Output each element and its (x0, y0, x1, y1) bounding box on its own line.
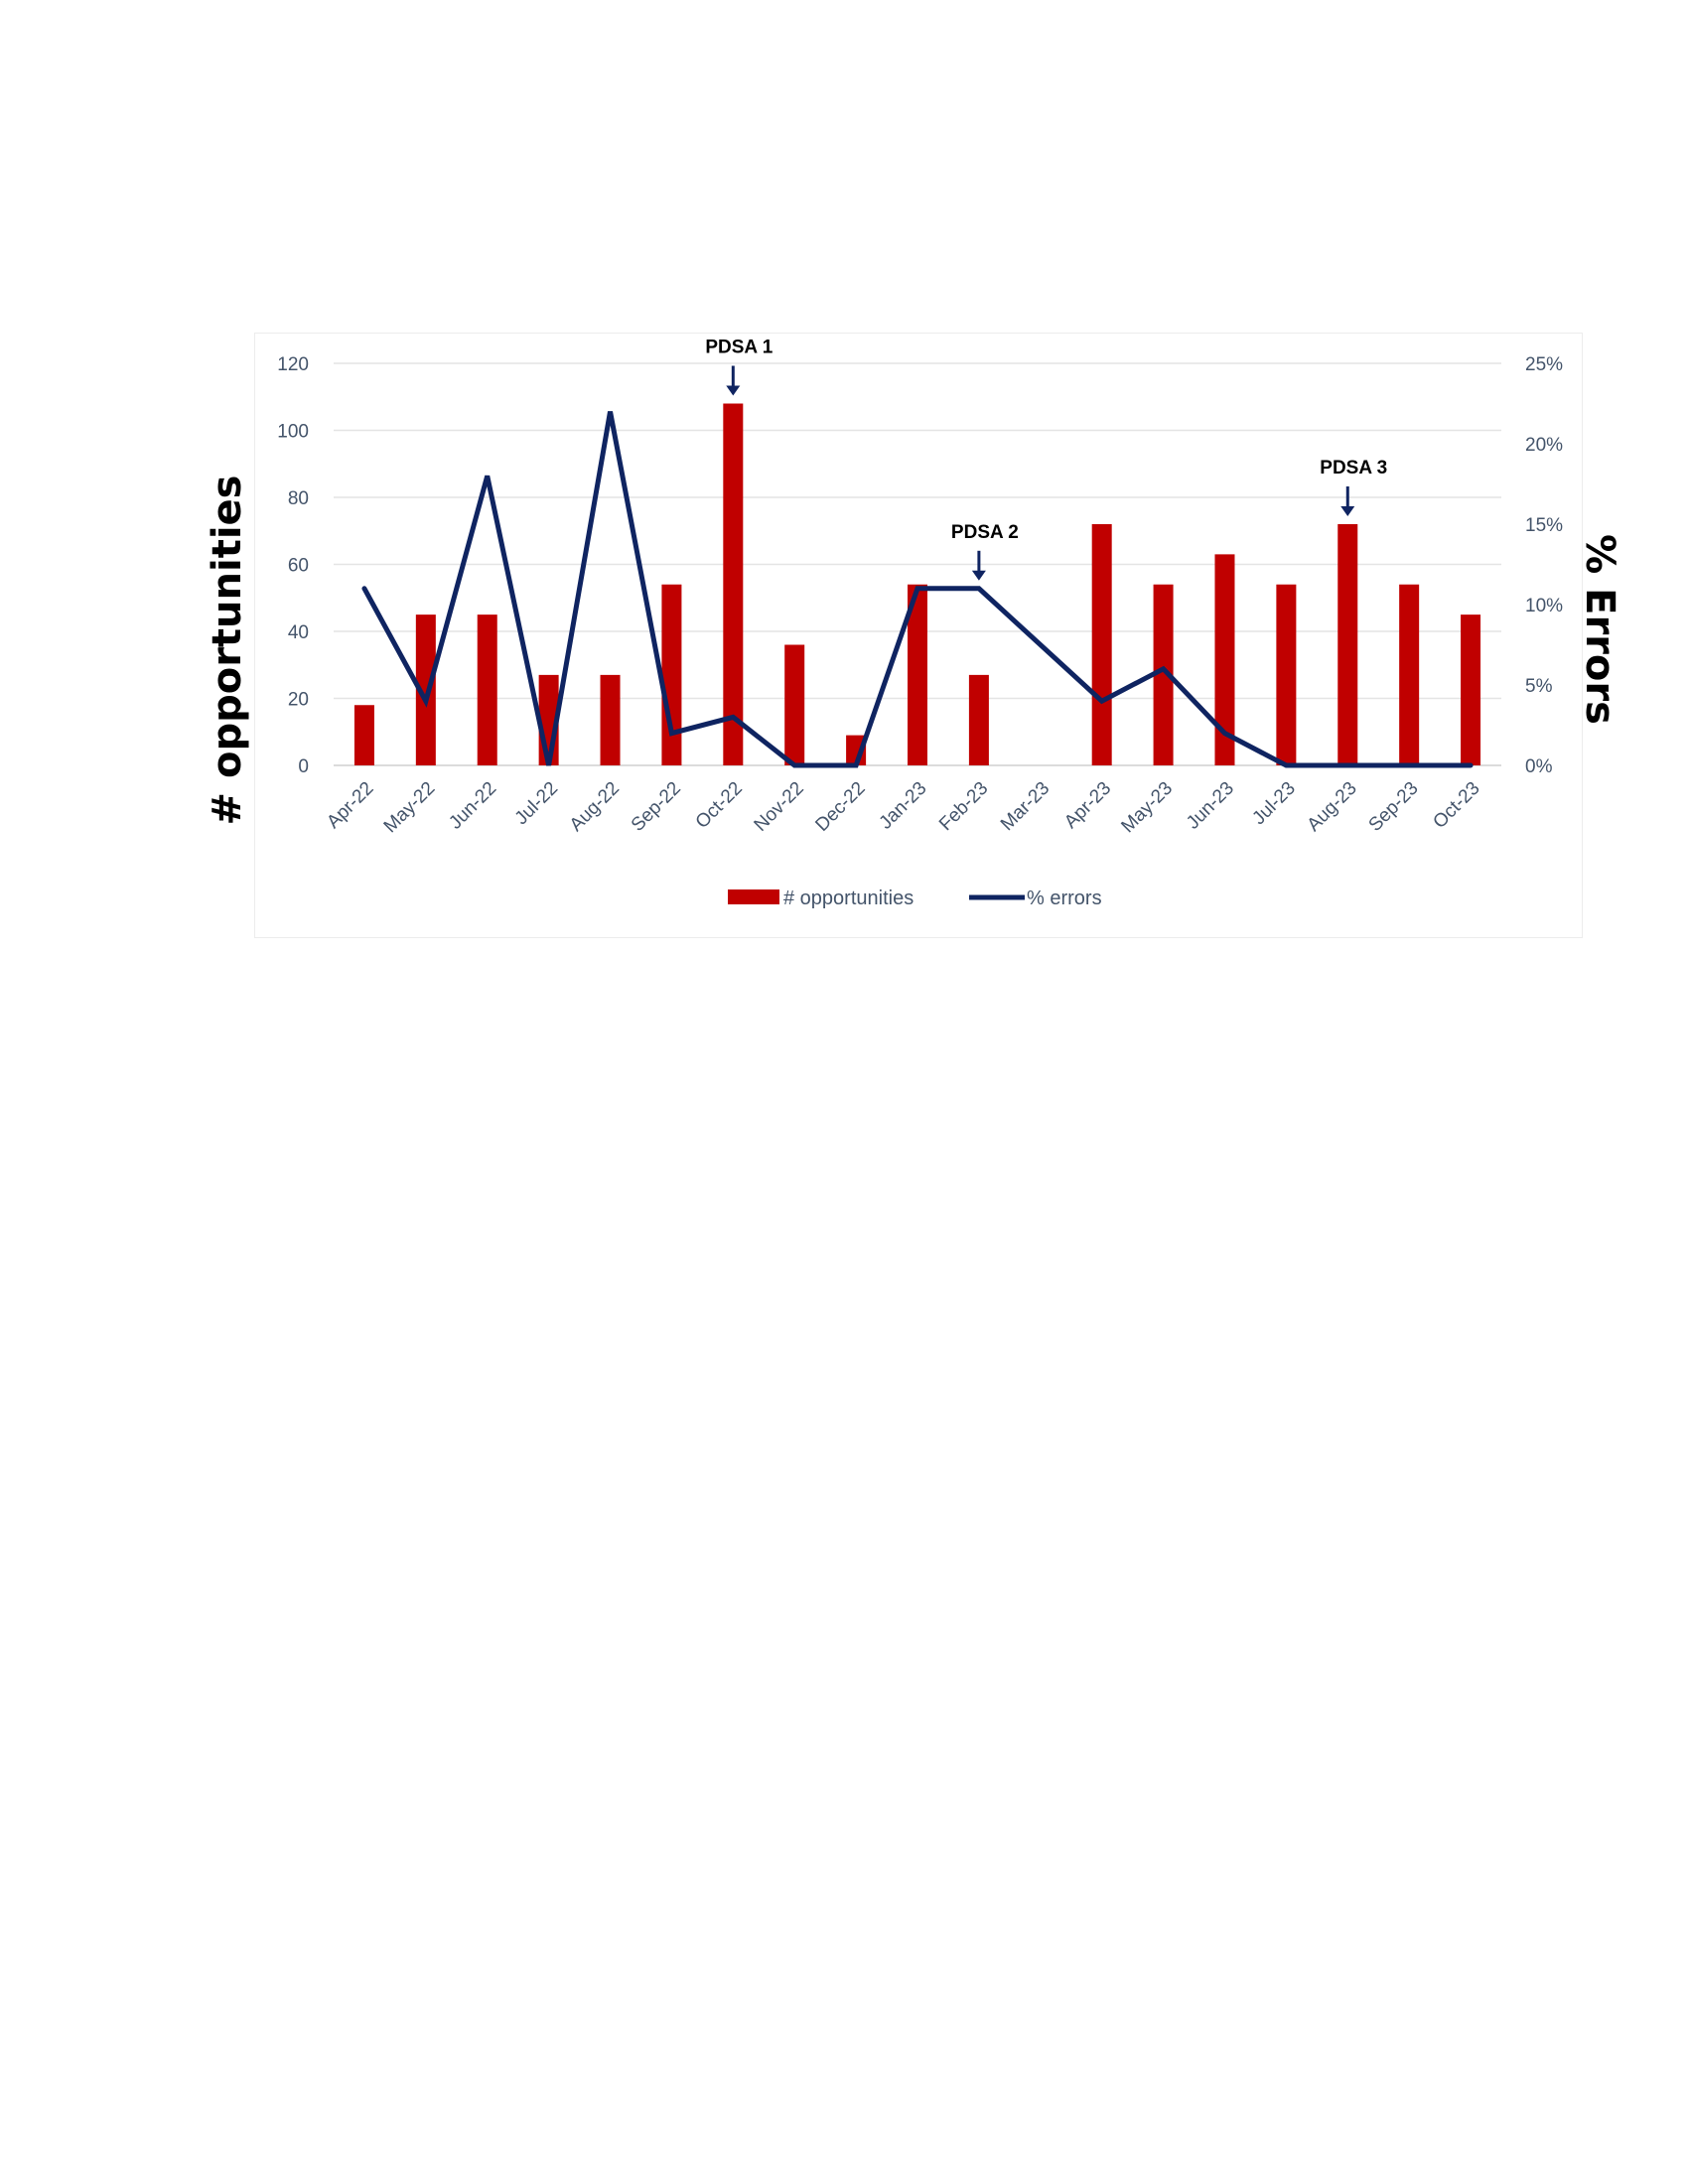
x-tick-label: Oct-23 (1429, 778, 1483, 833)
x-tick-label: Apr-23 (1060, 778, 1115, 833)
errors-line (361, 411, 1474, 768)
annotation-arrowhead (971, 570, 986, 581)
y-axis-left-title: # opportunities (205, 476, 250, 826)
x-tick-label: Sep-22 (628, 778, 685, 836)
x-tick-label: Aug-22 (566, 778, 624, 836)
bar (1214, 554, 1235, 765)
y-tick-left-label: 80 (288, 488, 309, 509)
bar (600, 674, 621, 765)
y-tick-right-label: 0% (1525, 756, 1553, 777)
x-tick-label: Jun-23 (1183, 778, 1238, 834)
legend-label-line: % errors (1027, 887, 1102, 909)
chart-frame (254, 333, 1583, 938)
bar (415, 614, 436, 765)
x-tick-label: Dec-22 (811, 778, 869, 836)
bar (784, 644, 805, 765)
x-tick-label: Jul-22 (511, 778, 562, 829)
x-tick-label: Apr-22 (323, 778, 377, 833)
bar (1461, 614, 1481, 765)
x-tick-label: May-22 (380, 778, 440, 838)
y-tick-left-label: 0 (298, 756, 309, 777)
bar (353, 705, 374, 765)
x-tick-label: Oct-22 (692, 778, 747, 833)
x-tick-label: Jun-22 (445, 778, 500, 834)
annotation-label: PDSA 3 (1320, 458, 1387, 478)
bar (1399, 584, 1420, 765)
annotation-label: PDSA 1 (705, 338, 773, 358)
x-tick-label: Mar-23 (997, 778, 1054, 835)
bar (1337, 524, 1358, 765)
bar (477, 614, 497, 765)
y-tick-right-label: 15% (1525, 515, 1563, 536)
bar (1276, 584, 1297, 765)
x-tick-label: Aug-23 (1304, 778, 1361, 836)
y-tick-left-label: 100 (277, 422, 309, 443)
x-tick-label: Jan-23 (876, 778, 931, 834)
x-tick-label: Feb-23 (935, 778, 992, 835)
legend: # opportunities % errors (728, 887, 1102, 909)
bar (1153, 584, 1174, 765)
y-tick-left-label: 60 (288, 556, 309, 577)
x-tick-label: Jul-23 (1248, 778, 1299, 829)
bar (661, 584, 682, 765)
y-tick-right-label: 10% (1525, 596, 1563, 616)
legend-label-bar: # opportunities (783, 887, 914, 909)
y-tick-right-label: 25% (1525, 354, 1563, 375)
y-tick-left-label: 20 (288, 690, 309, 711)
annotation-label: PDSA 2 (951, 522, 1019, 543)
y-axis-right-title: % Errors (1577, 534, 1622, 725)
y-tick-left-label: 40 (288, 622, 309, 643)
x-tick-label: Sep-23 (1365, 778, 1423, 836)
bar (723, 403, 744, 765)
y-tick-left-label: 120 (277, 354, 309, 375)
annotation-arrowhead (1340, 506, 1355, 516)
bar (908, 584, 927, 765)
legend-swatch-bar (728, 889, 779, 904)
bar-series (353, 403, 1481, 765)
x-tick-label: Nov-22 (751, 778, 808, 836)
annotations: PDSA 1 PDSA 2 PDSA 3 (705, 338, 1387, 581)
y-tick-right-label: 5% (1525, 676, 1553, 697)
x-tick-label: May-23 (1117, 778, 1177, 838)
bar (1091, 524, 1112, 765)
y-tick-right-label: 20% (1525, 435, 1563, 456)
line-series (361, 411, 1474, 768)
bar (968, 674, 989, 765)
annotation-arrowhead (726, 385, 741, 396)
